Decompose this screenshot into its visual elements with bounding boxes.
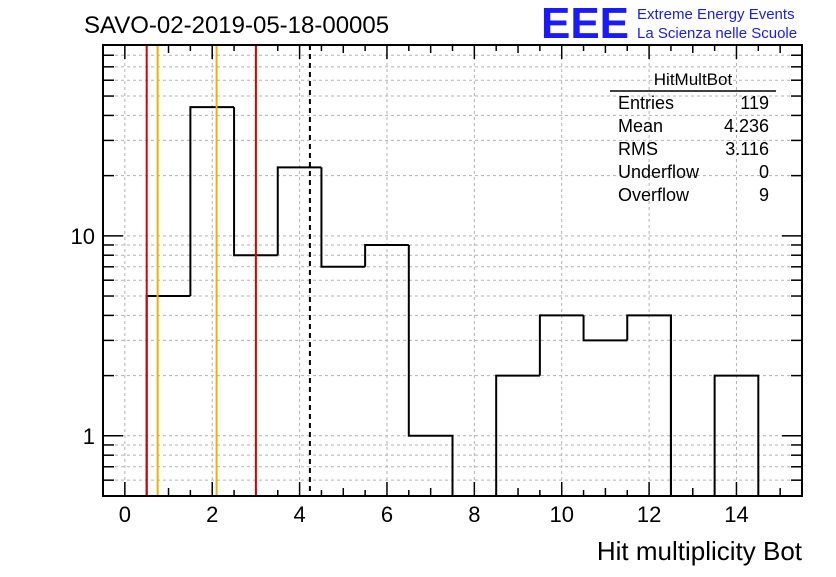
stats-label-overflow: Overflow <box>618 185 690 205</box>
histogram-bin <box>495 374 540 496</box>
chart-title: SAVO-02-2019-05-18-00005 <box>84 12 389 39</box>
stats-box: HitMultBot Entries 119 Mean 4.236 RMS 3.… <box>610 70 776 205</box>
x-tick-label: 10 <box>549 502 573 527</box>
x-tick-label: 6 <box>381 502 393 527</box>
histogram-bin <box>582 315 628 342</box>
x-tick-label: 12 <box>637 502 661 527</box>
stats-label-entries: Entries <box>618 93 674 113</box>
stats-label-rms: RMS <box>618 139 658 159</box>
histogram-bin <box>538 314 584 376</box>
stats-value-overflow: 9 <box>759 185 769 205</box>
stats-label-mean: Mean <box>618 116 663 136</box>
eee-logo-mark: EEE <box>541 0 629 48</box>
histogram-bin <box>145 295 191 496</box>
histogram-bin <box>713 374 760 496</box>
y-tick-label: 1 <box>83 424 95 449</box>
x-tick-label: 2 <box>206 502 218 527</box>
eee-logo-line2: La Scienza nelle Scuole <box>637 25 797 42</box>
plot-frame <box>102 44 803 497</box>
x-tick-label: 4 <box>293 502 305 527</box>
x-axis-title: Hit multiplicity Bot <box>597 536 803 566</box>
stats-value-mean: 4.236 <box>724 116 769 136</box>
x-tick-label: 14 <box>724 502 748 527</box>
eee-logo: EEE Extreme Energy Events La Scienza nel… <box>541 0 797 48</box>
stats-label-underflow: Underflow <box>618 162 700 182</box>
x-tick-label: 8 <box>468 502 480 527</box>
stats-value-entries: 119 <box>740 93 769 113</box>
histogram-bin <box>407 244 454 496</box>
stats-value-underflow: 0 <box>759 162 769 182</box>
ticks-layer <box>102 44 803 497</box>
marker-lines-layer <box>145 45 311 496</box>
histogram-bin <box>364 243 409 267</box>
histogram-bin <box>276 166 322 256</box>
histogram-bin <box>233 107 278 257</box>
histogram-bin <box>189 106 235 297</box>
x-tick-labels: 0 2 4 6 8 10 12 14 <box>119 502 749 527</box>
y-tick-labels: 1 10 <box>71 224 95 449</box>
y-tick-label: 10 <box>71 224 95 249</box>
histogram-bin <box>320 167 366 268</box>
eee-logo-line1: Extreme Energy Events <box>637 6 795 23</box>
stats-value-rms: 3.116 <box>725 139 769 159</box>
histogram-bin <box>669 315 715 497</box>
grid-layer <box>103 44 802 497</box>
stats-title: HitMultBot <box>654 70 733 89</box>
x-tick-label: 0 <box>119 502 131 527</box>
